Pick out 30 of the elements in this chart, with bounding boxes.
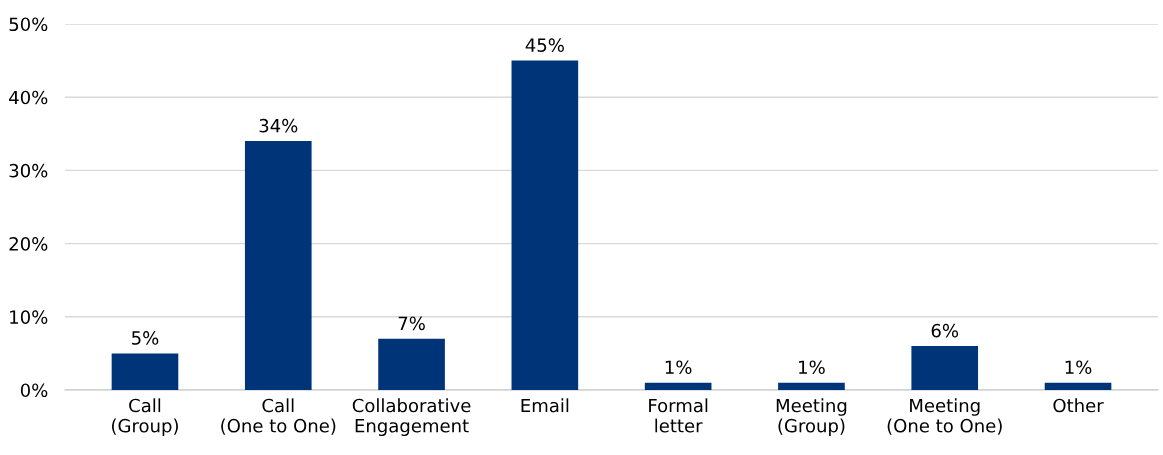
x-tick-label: Formal letter <box>649 398 708 433</box>
data-label: 1% <box>665 360 692 375</box>
data-label: 6% <box>931 323 959 338</box>
x-tick-label: Call (One to One) <box>221 398 336 435</box>
bar <box>511 60 579 390</box>
data-label: 45% <box>525 38 564 52</box>
y-tick-label: 0% <box>20 383 48 398</box>
bar <box>1044 382 1112 390</box>
data-label: 1% <box>1065 360 1092 375</box>
y-tick-label: 30% <box>9 163 48 178</box>
bar <box>378 338 445 390</box>
y-tick-label: 10% <box>10 310 48 324</box>
y-tick-label: 40% <box>9 90 48 105</box>
data-label: 1% <box>799 360 825 375</box>
data-label: 7% <box>398 316 425 331</box>
x-tick-label: Call (Group) <box>112 398 178 437</box>
bar <box>244 141 312 390</box>
x-tick-label: Meeting (One to One) <box>887 398 1002 435</box>
y-tick-label: 50% <box>9 17 48 32</box>
x-tick-label: Email <box>521 398 569 413</box>
x-tick-label: Meeting (Group) <box>776 398 847 437</box>
bar <box>911 346 979 390</box>
bar <box>111 353 179 390</box>
bar <box>778 382 845 390</box>
y-tick-label: 20% <box>9 237 48 251</box>
data-label: 34% <box>259 118 298 133</box>
data-label: 5% <box>132 331 159 345</box>
x-tick-label: Collaborative Engagement <box>352 398 471 437</box>
bar <box>644 382 712 390</box>
x-tick-label: Other <box>1053 398 1104 413</box>
